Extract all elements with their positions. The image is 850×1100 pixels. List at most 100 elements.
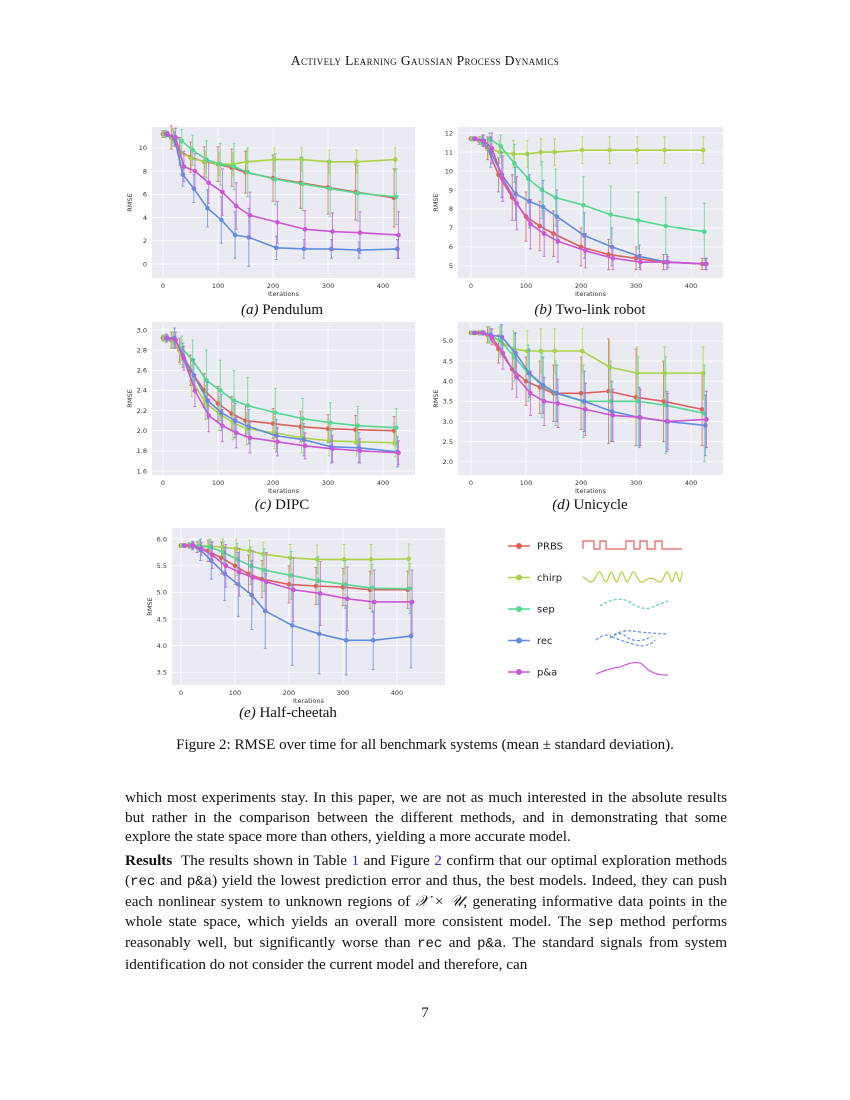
y-tick-label: 2.6 [137, 367, 147, 375]
x-tick-label: 300 [630, 282, 642, 290]
data-point [315, 578, 321, 583]
data-point [299, 157, 304, 162]
series-rec [471, 134, 708, 271]
code-sep: sep [588, 914, 614, 931]
data-point [302, 226, 308, 232]
data-point [541, 399, 547, 404]
chart-dipc: 0 100 200 300 400 1.6 1.8 2.0 2.2 2.4 2.6 2.8 3.0 Ite… [126, 322, 415, 495]
data-point [496, 172, 501, 178]
data-point [165, 335, 170, 341]
data-point [370, 637, 376, 643]
data-point [183, 543, 188, 548]
x-axis-label: Iterations [575, 290, 607, 298]
legend-label: rec [537, 636, 553, 647]
data-point [192, 388, 198, 393]
data-point [274, 433, 279, 439]
subcaption-label: (b) [534, 302, 552, 318]
data-point [232, 418, 238, 423]
chart-two-link-robot: 0 100 200 300 400 5 6 7 8 9 10 11 12 Iterations RMSE [432, 127, 723, 298]
subcaption-a: (a) Pendulum [152, 302, 412, 319]
subcaption-label: (c) [254, 497, 272, 513]
chart-unicycle: 0 100 200 300 400 2.0 2.5 3.0 3.5 4.0 4.5 5.0 Iterat… [432, 322, 723, 495]
data-point [233, 203, 239, 209]
data-point [537, 223, 543, 229]
y-tick-label: 0 [143, 260, 147, 268]
series-paa [165, 331, 401, 466]
data-point [665, 259, 671, 265]
data-point [355, 423, 361, 428]
code-rec: rec [130, 873, 156, 890]
data-point [220, 189, 225, 195]
data-point [473, 330, 478, 336]
chart-half-cheetah: 0 100 200 300 400 3.5 4.0 4.5 5.0 5.5 6.0 Iteration… [146, 528, 445, 705]
receding-trajectory-icon [595, 630, 669, 647]
data-point [261, 567, 267, 573]
legend-item-PRBS: PRBS [508, 540, 682, 553]
table-ref-link[interactable]: 1 [351, 852, 360, 869]
data-point [662, 370, 667, 376]
data-point [217, 161, 223, 167]
data-point [582, 399, 587, 404]
x-tick-label: 100 [212, 479, 224, 487]
data-point [245, 170, 251, 175]
data-point [234, 557, 240, 562]
data-point [607, 147, 612, 153]
y-tick-label: 2.4 [137, 387, 147, 395]
y-tick-label: 6 [143, 191, 147, 199]
data-point [540, 204, 546, 210]
square-wave-icon [582, 540, 682, 550]
data-point [609, 409, 615, 414]
series-paa [165, 127, 401, 259]
subcaption-c: (c) DIPC [152, 497, 412, 514]
data-point [316, 631, 322, 637]
data-point [538, 149, 544, 155]
data-point [610, 413, 616, 418]
text: , generating informative data points in … [125, 893, 727, 930]
data-point [580, 202, 586, 208]
data-point [247, 548, 252, 554]
data-point [395, 246, 400, 252]
x-tick-label: 400 [685, 479, 697, 487]
data-point [662, 147, 667, 153]
data-point [396, 450, 401, 456]
data-point [541, 231, 547, 236]
data-point [217, 388, 223, 393]
paragraph-1: which most experiments stay. In this pap… [125, 789, 727, 846]
data-point [700, 370, 706, 376]
figure-ref-link[interactable]: 2 [434, 852, 442, 869]
data-point [608, 399, 614, 404]
y-tick-label: 5.0 [157, 589, 167, 597]
data-point [191, 373, 197, 378]
data-point [343, 637, 349, 643]
data-point [554, 390, 560, 396]
data-point [634, 147, 640, 153]
data-point [219, 217, 224, 223]
subcaption-label: (e) [239, 705, 256, 721]
data-point [393, 194, 399, 199]
data-point [314, 557, 320, 562]
page-number: 7 [421, 1005, 429, 1021]
y-tick-label: 4.0 [443, 377, 453, 385]
data-point [512, 161, 517, 166]
data-point [300, 181, 306, 187]
x-tick-label: 0 [161, 282, 165, 290]
data-point [704, 417, 709, 422]
math-space: 𝒳 × 𝒰 [415, 893, 464, 911]
y-tick-label: 2.2 [137, 407, 147, 415]
data-point [607, 364, 612, 370]
data-point [233, 546, 239, 552]
data-point [498, 338, 503, 344]
x-tick-label: 300 [337, 689, 349, 697]
data-point [330, 229, 335, 234]
subcaption-text: Two-link robot [555, 302, 646, 318]
data-point [500, 350, 506, 356]
data-point [578, 390, 584, 396]
subcaption-text: Unicycle [573, 497, 628, 513]
data-point [181, 164, 187, 169]
data-point [208, 558, 214, 563]
data-point [246, 424, 252, 429]
x-axis-label: Iterations [575, 487, 607, 495]
y-tick-label: 2.0 [137, 427, 147, 435]
y-tick-label: 2.5 [443, 438, 453, 446]
data-point [300, 416, 306, 421]
